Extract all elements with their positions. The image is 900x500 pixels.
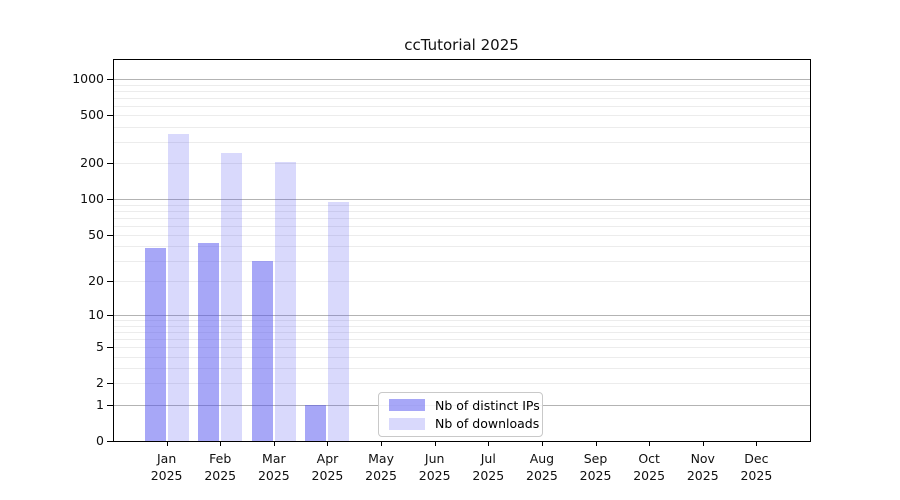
bar-distinct-ips	[305, 404, 327, 441]
y-axis-tick	[107, 163, 113, 165]
y-axis-tick-label: 1	[96, 396, 104, 412]
y-axis-tick-label: 5	[96, 339, 104, 355]
minor-gridline	[114, 90, 810, 92]
minor-gridline	[114, 84, 810, 86]
minor-gridline	[114, 163, 810, 165]
minor-gridline	[114, 356, 810, 358]
y-axis-tick	[107, 79, 113, 80]
minor-gridline	[114, 225, 810, 227]
y-axis-tick-label: 1000	[72, 71, 104, 86]
minor-gridline	[114, 204, 810, 206]
legend-label-downloads: Nb of downloads	[435, 416, 540, 432]
major-gridline	[114, 199, 810, 201]
y-axis-tick-label: 20	[88, 273, 104, 289]
y-axis-tick-label: 0	[96, 433, 104, 448]
minor-gridline	[114, 105, 810, 107]
x-axis-tick-label: Apr 2025	[311, 451, 344, 483]
x-axis-tick	[166, 441, 168, 446]
minor-gridline	[114, 368, 810, 370]
x-axis-tick	[541, 441, 543, 446]
y-axis-tick-label: 500	[80, 107, 104, 123]
y-axis-tick-label: 100	[80, 191, 104, 207]
y-axis-tick	[107, 383, 113, 385]
y-axis-tick	[107, 234, 113, 236]
x-axis-tick-label: May 2025	[365, 451, 397, 483]
bar-downloads	[167, 133, 189, 441]
y-axis-tick-label: 50	[88, 226, 104, 242]
x-axis-tick-label: Jun 2025	[418, 451, 451, 483]
x-axis-tick-label: Jul 2025	[472, 451, 505, 483]
y-axis-tick	[107, 315, 113, 317]
x-axis-tick	[434, 441, 436, 446]
bar-downloads	[221, 152, 243, 441]
minor-gridline	[114, 246, 810, 248]
minor-gridline	[114, 332, 810, 334]
x-axis-tick-label: Dec 2025	[740, 451, 773, 483]
x-axis-tick-label: Jan 2025	[150, 451, 183, 483]
legend-swatch-distinct-ips	[389, 399, 425, 412]
minor-gridline	[114, 234, 810, 236]
y-axis-tick	[107, 441, 113, 442]
x-axis-tick	[273, 441, 275, 446]
legend-item-downloads: Nb of downloads	[389, 416, 539, 432]
minor-gridline	[114, 281, 810, 283]
minor-gridline	[114, 97, 810, 99]
minor-gridline	[114, 325, 810, 327]
minor-gridline	[114, 339, 810, 341]
y-axis-tick	[107, 115, 113, 117]
legend: Nb of distinct IPs Nb of downloads	[378, 392, 543, 437]
x-axis-tick-label: Aug 2025	[526, 451, 558, 483]
x-axis-tick-label: Oct 2025	[633, 451, 666, 483]
x-axis-tick	[220, 441, 222, 446]
y-axis-tick	[107, 281, 113, 283]
x-axis-tick	[381, 441, 383, 446]
x-axis-tick-label: Nov 2025	[686, 451, 719, 483]
x-axis-tick	[702, 441, 704, 446]
y-axis-tick	[107, 347, 113, 349]
minor-gridline	[114, 347, 810, 349]
x-axis-tick-label: Mar 2025	[257, 451, 290, 483]
bar-distinct-ips	[198, 242, 220, 441]
major-gridline	[114, 315, 810, 317]
chart-title: ccTutorial 2025	[404, 36, 519, 54]
bar-downloads	[328, 201, 350, 441]
x-axis-tick	[327, 441, 329, 446]
minor-gridline	[114, 141, 810, 143]
minor-gridline	[114, 115, 810, 117]
x-axis-tick	[756, 441, 758, 446]
y-axis-tick	[107, 199, 113, 201]
legend-label-distinct-ips: Nb of distinct IPs	[435, 397, 540, 413]
minor-gridline	[114, 383, 810, 385]
major-gridline	[114, 79, 810, 80]
minor-gridline	[114, 126, 810, 128]
bar-downloads	[274, 161, 296, 441]
x-axis-tick-label: Sep 2025	[579, 451, 612, 483]
plot-area	[113, 59, 811, 442]
x-axis-tick-label: Feb 2025	[204, 451, 237, 483]
y-axis-tick-label: 2	[96, 375, 104, 391]
legend-item-distinct-ips: Nb of distinct IPs	[389, 397, 540, 413]
x-axis-tick	[649, 441, 651, 446]
x-axis-tick	[595, 441, 597, 446]
minor-gridline	[114, 320, 810, 322]
legend-swatch-downloads	[389, 417, 425, 430]
y-axis-tick	[107, 404, 113, 406]
bar-distinct-ips	[251, 261, 273, 441]
y-axis-tick-label: 200	[80, 155, 104, 171]
x-axis-tick	[488, 441, 490, 446]
minor-gridline	[114, 261, 810, 263]
y-axis-tick-label: 10	[88, 307, 104, 323]
bar-distinct-ips	[144, 247, 166, 441]
minor-gridline	[114, 217, 810, 219]
minor-gridline	[114, 210, 810, 212]
